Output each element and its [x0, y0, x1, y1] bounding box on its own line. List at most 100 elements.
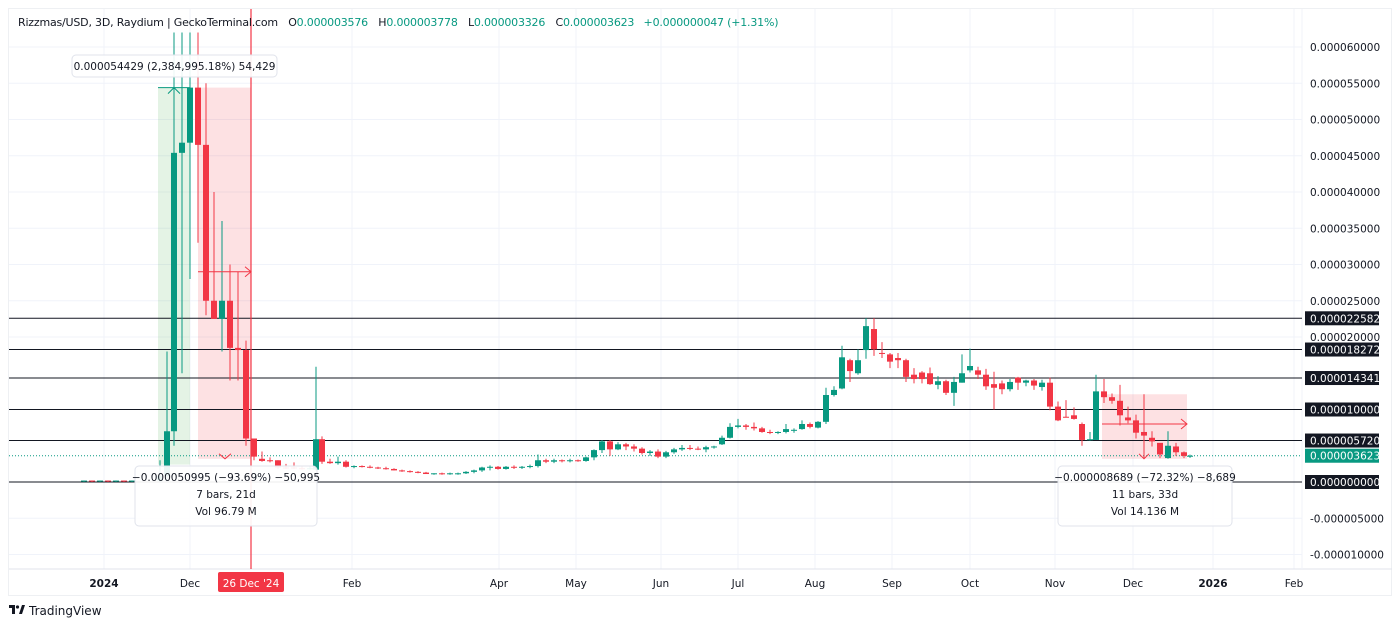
- price-level-label: 0.000010000: [1310, 405, 1380, 417]
- candle-body: [1071, 415, 1077, 419]
- candle-up: [1093, 374, 1099, 440]
- candle-up: [219, 221, 225, 352]
- candle-body: [543, 460, 549, 462]
- time-tick-label: Sep: [882, 578, 902, 590]
- candle-body: [1149, 437, 1155, 442]
- candle-down: [203, 83, 209, 316]
- candle-down: [631, 444, 637, 452]
- candle-up: [1087, 431, 1093, 441]
- candle-up: [81, 480, 87, 482]
- candle-body: [791, 429, 797, 431]
- candle-body: [195, 87, 201, 145]
- candle-body: [1173, 446, 1179, 453]
- candle-down: [607, 439, 613, 456]
- price-level-tag[interactable]: [1305, 475, 1379, 489]
- candle-body: [551, 460, 557, 462]
- candle-up: [447, 472, 453, 475]
- time-tick-label: May: [565, 578, 587, 590]
- candle-down: [1133, 414, 1139, 439]
- price-tick-label: 0.000045000: [1310, 151, 1380, 163]
- candle-down: [919, 371, 925, 384]
- time-axis[interactable]: 2024 Dec Feb Apr May Jun Jul Aug Sep Oct Nov Dec 202…: [89, 572, 1304, 592]
- measure-up-tooltip: 0.000054429 (2,384,995.18%) 54,429: [71, 54, 278, 78]
- candle-up: [735, 418, 741, 429]
- change-value: +0.000000047 (+1.31%): [643, 16, 779, 29]
- candle-body: [695, 448, 701, 450]
- price-axis[interactable]: 0.000060000 0.000055000 0.000050000 0.00004…: [1305, 42, 1384, 562]
- candle-body: [81, 480, 87, 482]
- candle-body: [179, 142, 185, 153]
- candle-body: [375, 467, 381, 469]
- candle-body: [855, 360, 861, 374]
- candle-body: [863, 326, 869, 351]
- arrow-up-icon: [167, 86, 181, 94]
- price-level-label: 0.000014341: [1310, 373, 1380, 385]
- candle-body: [267, 460, 273, 462]
- price-level-tag[interactable]: [1305, 311, 1379, 326]
- candle-down: [319, 436, 325, 464]
- candle-body: [1117, 400, 1123, 416]
- candle-down: [847, 358, 853, 382]
- candle-body: [351, 466, 357, 468]
- candle-up: [959, 354, 965, 383]
- candle-down: [1047, 377, 1053, 411]
- arrow-down-icon: [218, 453, 232, 460]
- candle-body: [639, 448, 645, 453]
- candle-up: [583, 456, 589, 462]
- tradingview-logo[interactable]: TradingView: [9, 604, 102, 618]
- candle-down: [121, 480, 127, 482]
- candle-up: [671, 447, 677, 454]
- candle-body: [235, 347, 241, 351]
- current-price-tag[interactable]: [1305, 448, 1379, 463]
- candle-up: [935, 376, 941, 390]
- horizontal-lines[interactable]: [9, 317, 1302, 483]
- price-level-tag[interactable]: [1305, 433, 1379, 448]
- candle-body: [655, 451, 661, 457]
- price-level-tag[interactable]: [1305, 371, 1379, 386]
- candle-body: [431, 473, 437, 475]
- candle-body: [164, 431, 170, 477]
- candle-down: [639, 447, 645, 455]
- candle-body: [1187, 455, 1193, 457]
- candle-body: [275, 460, 281, 468]
- candle-body: [743, 425, 749, 427]
- candle-down: [511, 465, 517, 469]
- symbol-title[interactable]: Rizzmas/USD, 3D, Raydium | GeckoTerminal…: [18, 16, 278, 29]
- candle-body: [511, 466, 517, 468]
- candle-body: [567, 460, 573, 462]
- price-level-label: 0.000000000: [1310, 477, 1380, 489]
- candle-down: [367, 465, 373, 469]
- candle-body: [1087, 439, 1093, 441]
- candle-body: [903, 360, 909, 377]
- candle-up: [97, 480, 103, 482]
- candle-up: [783, 424, 789, 434]
- candle-body: [823, 395, 829, 422]
- price-level-tag[interactable]: [1305, 342, 1379, 357]
- candle-body: [319, 439, 325, 462]
- close-value: 0.000003623: [562, 16, 635, 29]
- candle-up: [615, 442, 621, 451]
- candle-body: [455, 473, 461, 475]
- candles: [81, 32, 1193, 482]
- candle-down: [871, 318, 877, 356]
- candle-down: [759, 426, 765, 433]
- time-tick-label: Apr: [490, 578, 509, 590]
- candle-down: [559, 459, 565, 463]
- candle-up: [719, 435, 725, 446]
- candle-body: [959, 373, 965, 383]
- price-level-tag[interactable]: [1305, 402, 1379, 417]
- candle-up: [1023, 379, 1029, 387]
- candle-body: [559, 460, 565, 462]
- candle-down: [927, 367, 933, 385]
- price-tick-label: -0.000010000: [1310, 550, 1384, 562]
- candle-body: [1063, 416, 1069, 418]
- candle-body: [479, 467, 485, 471]
- candle-body: [1039, 382, 1045, 388]
- candle-body: [487, 466, 493, 468]
- candle-down: [211, 192, 217, 319]
- crosshair-time-label: 26 Dec '24: [223, 578, 280, 590]
- candle-body: [623, 444, 629, 447]
- candle-body: [1133, 420, 1139, 433]
- candle-up: [1187, 454, 1193, 458]
